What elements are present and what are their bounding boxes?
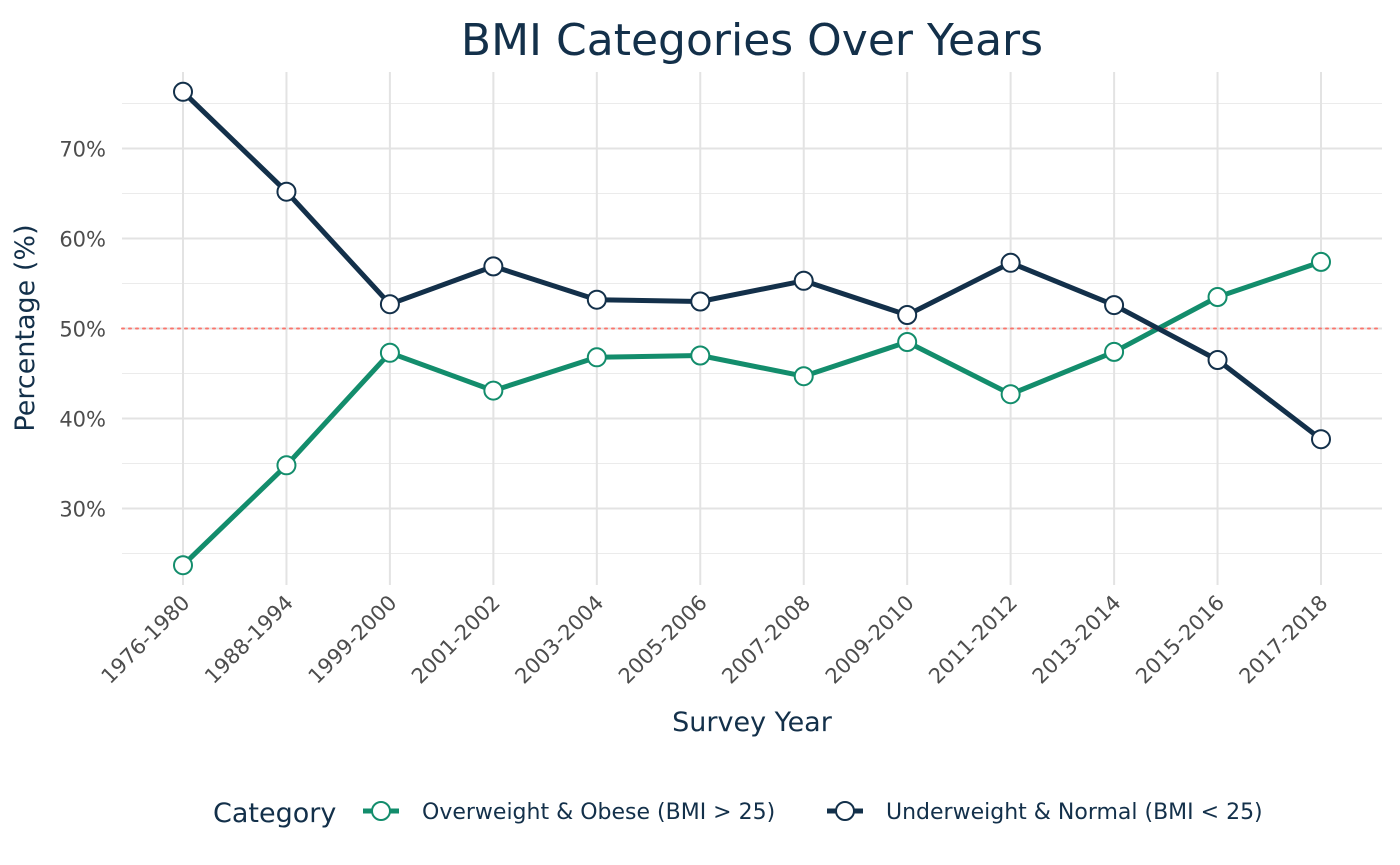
y-tick-label: 30%: [59, 498, 106, 522]
y-tick-label: 50%: [59, 318, 106, 342]
x-tick-label: 2001-2002: [407, 591, 505, 689]
legend-items: Overweight & Obese (BMI > 25) Underweight…: [363, 800, 1263, 825]
y-tick-label: 40%: [59, 408, 106, 432]
data-point: [690, 345, 711, 366]
data-point: [586, 289, 607, 310]
data-point: [690, 291, 711, 312]
data-point: [1104, 295, 1125, 316]
x-tick-label: 1976-1980: [97, 591, 195, 689]
legend-key-point: [835, 801, 855, 821]
series-group: [173, 81, 1331, 576]
data-point: [379, 342, 400, 363]
x-axis-title: Survey Year: [672, 707, 833, 738]
x-tick-label: 2011-2012: [924, 591, 1022, 689]
data-point: [586, 347, 607, 368]
y-tick-label: 70%: [59, 138, 106, 162]
data-point: [483, 256, 504, 277]
x-tick-label: 2009-2010: [821, 591, 919, 689]
legend: Category Overweight & Obese (BMI > 25) Un…: [213, 798, 1263, 829]
series-1: [180, 259, 1324, 568]
x-axis-ticks: 1976-1980 1988-1994 1999-2000 2001-2002 2003…: [97, 591, 1333, 689]
data-point: [793, 366, 814, 387]
data-point: [1311, 429, 1331, 450]
data-point: [379, 294, 400, 315]
data-point: [897, 305, 918, 325]
series-2-points: [173, 81, 1331, 450]
series-line: [180, 89, 1324, 442]
x-tick-label: 2005-2006: [614, 591, 712, 689]
x-tick-label: 2007-2008: [717, 591, 815, 689]
data-point: [173, 555, 193, 576]
x-tick-label: 1999-2000: [304, 591, 402, 689]
data-point: [276, 455, 297, 476]
legend-title: Category: [213, 798, 336, 829]
data-point: [1000, 384, 1021, 405]
data-point: [173, 81, 193, 102]
data-point: [276, 181, 297, 202]
data-point: [1104, 341, 1125, 362]
data-point: [1311, 251, 1331, 272]
y-axis-title: Percentage (%): [10, 224, 41, 431]
legend-key-point: [371, 801, 391, 821]
x-tick-label: 2003-2004: [510, 591, 608, 689]
legend-label: Overweight & Obese (BMI > 25): [422, 800, 775, 825]
data-point: [1207, 350, 1228, 370]
data-point: [1000, 252, 1021, 273]
data-point: [1207, 287, 1228, 307]
y-axis-ticks: 30% 40% 50% 60% 70%: [59, 138, 106, 522]
legend-label: Underweight & Normal (BMI < 25): [886, 800, 1263, 825]
series-1-points: [173, 251, 1331, 576]
data-point: [483, 380, 504, 401]
series-line: [180, 259, 1324, 568]
series-2: [180, 89, 1324, 442]
x-tick-label: 2013-2014: [1028, 591, 1126, 689]
legend-item-1: Overweight & Obese (BMI > 25): [363, 800, 775, 825]
data-point: [793, 270, 814, 291]
x-tick-label: 2015-2016: [1131, 591, 1229, 689]
data-point: [897, 332, 918, 352]
x-tick-label: 2017-2018: [1235, 591, 1333, 689]
chart-title: BMI Categories Over Years: [461, 15, 1043, 66]
x-tick-label: 1988-1994: [200, 591, 298, 689]
y-tick-label: 60%: [59, 228, 106, 252]
legend-item-2: Underweight & Normal (BMI < 25): [827, 800, 1263, 825]
